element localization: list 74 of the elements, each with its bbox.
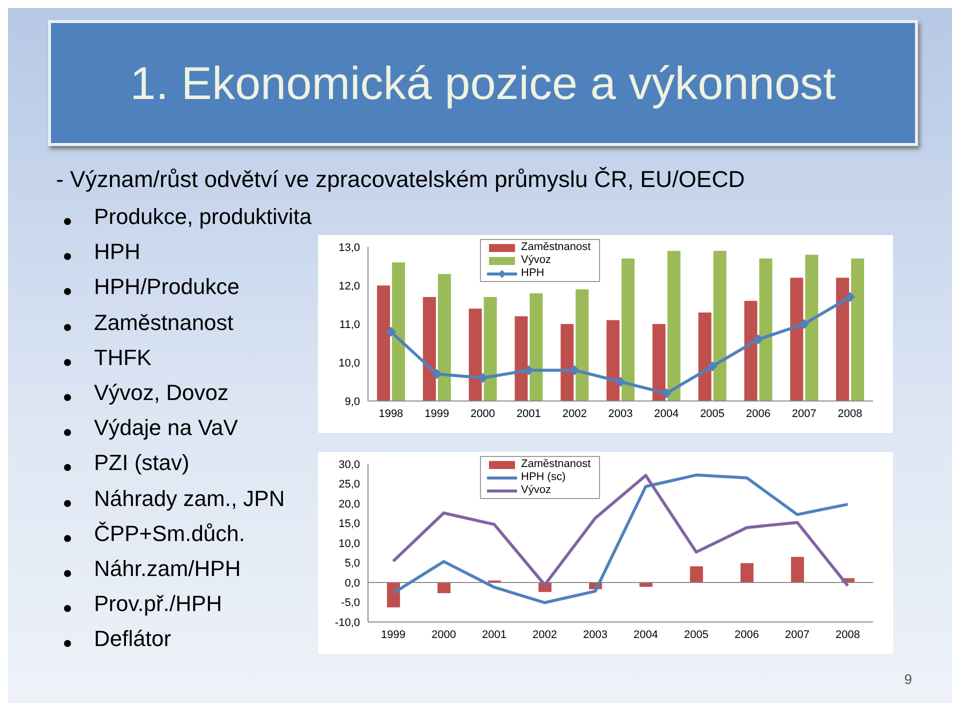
y-tick-label: 25,0: [338, 478, 360, 491]
legend-label: Vývoz: [521, 484, 551, 497]
x-tick-label: 2006: [746, 408, 770, 420]
text: PZI (stav): [94, 450, 190, 478]
text: 9: [904, 671, 912, 687]
y-tick-label: 30,0: [338, 458, 360, 471]
x-tick-label: 2007: [792, 408, 816, 420]
x-tick-label: 2002: [532, 628, 557, 641]
y-tick-label: 15,0: [338, 518, 360, 530]
point: [432, 369, 442, 380]
text: THFK: [94, 344, 152, 372]
x-tick-label: 2007: [785, 628, 810, 641]
x-tick-label: 1999: [424, 408, 450, 420]
x-tick-label: 2006: [734, 628, 759, 641]
x-tick-label: 2003: [608, 408, 633, 420]
y-tick-label: 20,0: [338, 498, 360, 510]
text: Deflátor: [94, 626, 172, 654]
x-tick-label: 1999: [381, 628, 406, 641]
x-tick-label: 2003: [583, 628, 608, 641]
y-tick-label: 10,0: [338, 357, 360, 370]
x-tick-label: 2001: [482, 628, 506, 641]
bar: [438, 582, 450, 594]
x-tick-label: 2000: [432, 628, 456, 641]
bar: [690, 566, 703, 582]
point: [661, 388, 672, 398]
point: [753, 334, 764, 344]
legend-label: HPH: [521, 267, 544, 280]
point: [799, 319, 810, 329]
point: [524, 365, 534, 376]
chart-title: 1. Ekonomická pozice a výkonnost: [130, 56, 836, 110]
x-tick-label: 2000: [470, 408, 496, 420]
legend-label: Vývoz: [521, 254, 551, 267]
point: [616, 376, 626, 387]
point: [570, 365, 580, 376]
text: ČPP+Sm.důch.: [94, 520, 246, 548]
x-tick-label: 2005: [700, 408, 725, 420]
x-tick-label: 2002: [562, 408, 587, 420]
legend-label: Zaměstnanost: [521, 241, 591, 254]
text: Vývoz, Dovoz: [94, 380, 228, 407]
text: Náhr.zam/HPH: [94, 556, 241, 583]
x-tick-label: 2004: [634, 628, 658, 641]
y-tick-label: -10,0: [334, 616, 360, 629]
bar: [387, 582, 400, 608]
y-tick-label: 9,0: [344, 396, 360, 408]
bar: [640, 582, 652, 587]
x-tick-label: 2001: [516, 408, 541, 420]
y-tick-label: 0,0: [344, 577, 360, 590]
x-tick-label: 2005: [684, 628, 708, 641]
y-tick-label: 11,0: [339, 318, 360, 331]
point: [478, 372, 488, 383]
y-tick-label: 12,0: [338, 280, 360, 292]
point: [386, 326, 396, 337]
text: HPH/Produkce: [94, 274, 240, 302]
point: [845, 292, 856, 302]
point: [707, 361, 718, 372]
chart-subtitle: - Význam/růst odvětví ve zpracovatelském průmyslu ČR, EU/OECD: [56, 166, 745, 193]
y-tick-label: 5,0: [344, 558, 360, 570]
y-tick-label: 13,0: [338, 242, 360, 254]
bar: [740, 563, 754, 582]
x-tick-label: 2008: [838, 408, 862, 420]
y-tick-label: -5,0: [341, 597, 360, 610]
x-tick-label: 1998: [378, 408, 404, 420]
y-tick-label: 10,0: [338, 538, 360, 550]
text: Produkce, produktivita: [94, 204, 312, 231]
x-tick-label: 2008: [836, 628, 860, 641]
text: Prov.př./HPH: [94, 591, 222, 618]
text: Výdaje na VaV: [94, 415, 238, 442]
text: HPH: [94, 239, 140, 266]
text: Zaměstnanost: [94, 310, 234, 337]
x-tick-label: 2004: [654, 408, 679, 420]
legend-label: HPH (sc): [521, 471, 566, 484]
legend-label: Zaměstnanost: [521, 458, 591, 471]
text: Náhrady zam., JPN: [94, 486, 285, 513]
bar: [791, 556, 804, 582]
